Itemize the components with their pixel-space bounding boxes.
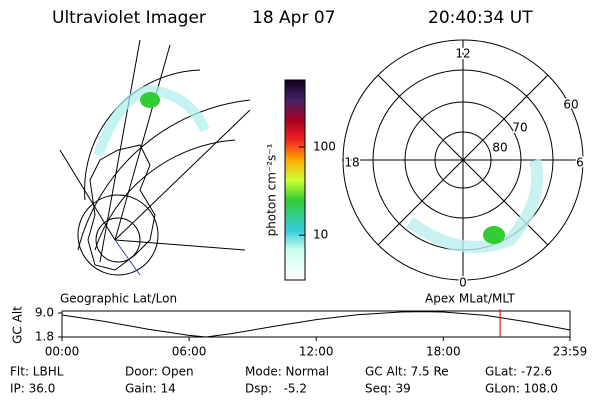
colorbar-tick-label: 10 <box>313 228 328 242</box>
lat-label: 80 <box>492 141 507 155</box>
status-field: GLat: -72.6 <box>485 365 552 379</box>
timeline-right-label: Apex MLat/MLT <box>425 292 515 306</box>
status-field: Flt: LBHL <box>10 365 64 379</box>
x-tick-label: 23:59 <box>553 345 588 359</box>
timeline-frame <box>61 310 571 338</box>
date: 18 Apr 07 <box>252 8 335 28</box>
x-tick-label: 06:00 <box>172 345 207 359</box>
lat-label: 60 <box>563 98 578 112</box>
mlt-label: 12 <box>455 47 470 61</box>
lat-label: 70 <box>512 121 527 135</box>
timeline-left-label: Geographic Lat/Lon <box>60 292 177 306</box>
status-field: GLon: 108.0 <box>485 382 558 396</box>
status-field: Mode: Normal <box>245 365 329 379</box>
status-field: GC Alt: 7.5 Re <box>365 365 449 379</box>
status-field: Gain: 14 <box>125 382 176 396</box>
mlt-label: 18 <box>344 156 359 170</box>
altitude-line <box>61 311 571 338</box>
polar-plot <box>342 39 584 281</box>
time: 20:40:34 UT <box>428 8 533 28</box>
mlt-label: 6 <box>576 156 584 170</box>
x-tick-label: 12:00 <box>299 345 334 359</box>
y-tick-label: 9.0 <box>35 306 54 320</box>
geographic-map <box>59 39 251 276</box>
mlt-label: 0 <box>459 276 467 290</box>
colorbar-label: photon cm⁻²s⁻¹ <box>265 143 279 236</box>
x-tick-label: 18:00 <box>426 345 461 359</box>
colorbar-tick-label: 100 <box>313 139 336 153</box>
colorbar <box>284 79 306 281</box>
status-field: IP: 36.0 <box>10 382 55 396</box>
status-field: Seq: 39 <box>365 382 411 396</box>
timeline-ylabel: GC Alt <box>11 306 25 344</box>
status-field: Door: Open <box>125 365 194 379</box>
x-tick-label: 00:00 <box>45 345 80 359</box>
title: Ultraviolet Imager <box>52 8 206 28</box>
status-field: Dsp: -5.2 <box>245 382 307 396</box>
y-tick-label: 1.8 <box>35 330 54 344</box>
